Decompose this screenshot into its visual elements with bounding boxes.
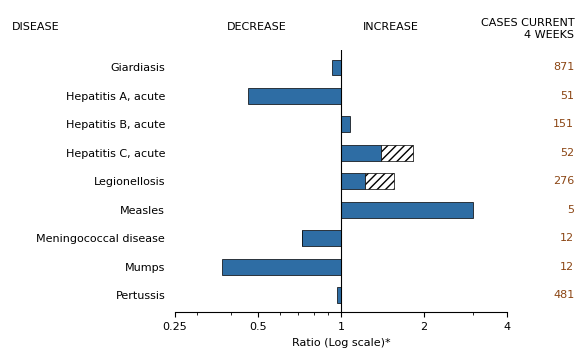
Bar xyxy=(341,173,365,189)
Text: 12: 12 xyxy=(560,233,574,243)
Bar xyxy=(248,88,341,104)
Bar xyxy=(222,259,341,275)
Text: DISEASE: DISEASE xyxy=(12,22,59,32)
Bar xyxy=(365,173,394,189)
Bar xyxy=(332,60,341,75)
Text: CASES CURRENT
4 WEEKS: CASES CURRENT 4 WEEKS xyxy=(480,18,574,39)
Text: 481: 481 xyxy=(553,290,574,300)
Bar xyxy=(341,202,473,218)
Text: 151: 151 xyxy=(553,119,574,129)
Text: 5: 5 xyxy=(567,205,574,215)
X-axis label: Ratio (Log scale)*: Ratio (Log scale)* xyxy=(292,337,391,348)
Bar xyxy=(338,288,341,303)
Text: 52: 52 xyxy=(560,148,574,158)
Text: 871: 871 xyxy=(553,62,574,73)
Bar xyxy=(341,145,381,160)
Bar xyxy=(341,116,350,132)
Text: 276: 276 xyxy=(553,176,574,186)
Bar xyxy=(381,145,413,160)
Text: 12: 12 xyxy=(560,262,574,272)
Text: INCREASE: INCREASE xyxy=(363,22,419,32)
Text: DECREASE: DECREASE xyxy=(227,22,286,32)
Text: 51: 51 xyxy=(560,91,574,101)
Bar xyxy=(301,230,341,246)
